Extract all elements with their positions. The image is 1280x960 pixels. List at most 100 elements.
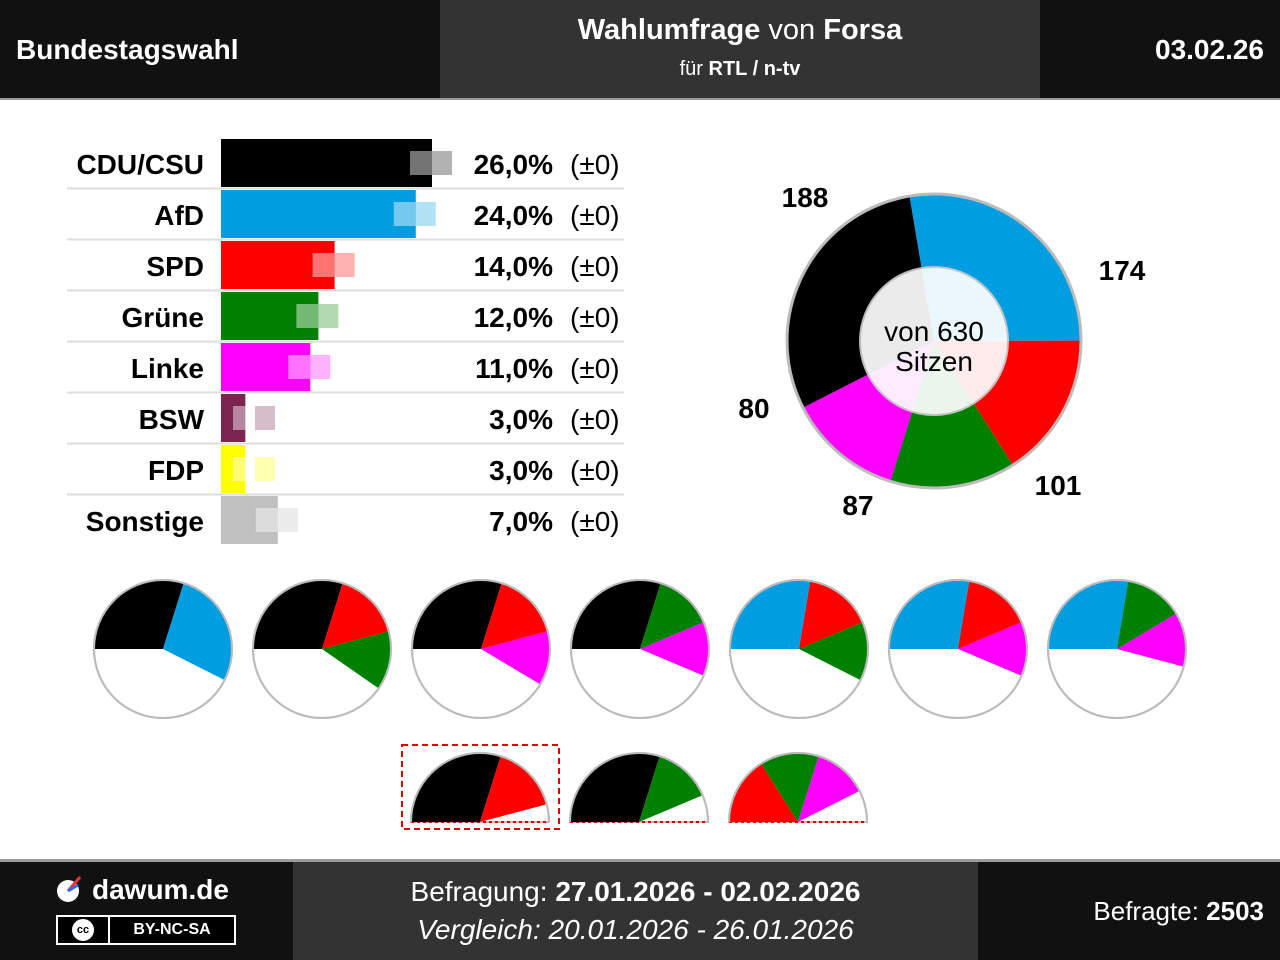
header-right-panel [1040, 0, 1280, 98]
party-label-afd: AfD [154, 200, 204, 231]
bar-cdu-csu [221, 139, 432, 187]
poll-word: Wahlumfrage [577, 14, 761, 46]
bar-spd [221, 241, 335, 289]
coalition-cdu-csu-spd-gr-ne-segment-gr-ne [322, 631, 392, 689]
coalition-cdu-csu-spd-gr-ne-segment-spd [322, 583, 389, 649]
party-label-gr-ne: Grüne [122, 302, 204, 333]
coalition-cdu-csu-spd-linke-segment-linke [481, 631, 550, 685]
coalition-afd-gr-ne-linke-segment-linke [1117, 613, 1186, 667]
coalition-spd-gr-ne-linke-segment-gr-ne [761, 753, 819, 822]
compare-label: Vergleich: [417, 914, 541, 945]
bar-fdp [221, 445, 246, 493]
previous-marker-linke [310, 355, 331, 379]
footer-right-panel [978, 862, 1280, 960]
poll-client: für RTL / n-tv [440, 58, 1040, 81]
license-badge[interactable]: cc BY-NC-SA [56, 915, 236, 945]
seat-label-spd: 101 [1035, 470, 1082, 501]
coalition-cdu-csu-afd-border [93, 579, 233, 719]
bar-linke [221, 343, 311, 391]
coalition-afd-spd-linke-border [888, 579, 1028, 719]
party-label-sonstige: Sonstige [86, 506, 204, 537]
previous-marker-fdp [255, 457, 275, 481]
coalition-cdu-csu-afd-segment-cdu-csu [93, 580, 184, 649]
previous-marker-spd [312, 253, 335, 277]
coalition-cdu-csu-spd-border [410, 752, 550, 823]
change-label-afd: (±0) [570, 200, 620, 231]
coalition-afd-spd-gr-ne-segment-gr-ne [799, 622, 868, 681]
change-label-bsw: (±0) [570, 404, 620, 435]
change-label-gr-ne: (±0) [570, 302, 620, 333]
header-left-panel [0, 0, 440, 98]
seat-label-cdu-csu: 188 [782, 182, 829, 213]
header-middle-panel [440, 0, 1040, 98]
coalition-spd-gr-ne-linke-border [728, 752, 868, 823]
cc-icon: cc [58, 917, 108, 943]
coalition-afd-gr-ne-linke-segment-gr-ne [1117, 580, 1177, 649]
license-text: BY-NC-SA [110, 917, 234, 943]
coalition-cdu-csu-gr-ne-linke-segment-linke [640, 622, 710, 676]
dawum-logo-icon [57, 876, 82, 902]
coalition-spd-gr-ne-linke-segment-spd [729, 763, 798, 822]
coalition-afd-gr-ne-linke-border [1047, 579, 1187, 719]
footer-middle-panel [293, 862, 978, 960]
coalition-cdu-csu-spd-segment-spd [480, 756, 547, 822]
coalition-cdu-csu-gr-ne-linke-segment-cdu-csu [571, 580, 661, 649]
previous-marker-cdu-csu [410, 151, 432, 175]
party-label-cdu-csu: CDU/CSU [76, 149, 204, 180]
bar-gr-ne [221, 292, 319, 340]
coalition-afd-spd-linke-segment-linke [958, 622, 1027, 676]
change-label-cdu-csu: (±0) [570, 149, 620, 180]
respondents-count: 2503 [1206, 896, 1264, 926]
party-label-linke: Linke [131, 353, 204, 384]
coalition-cdu-csu-spd-linke-segment-spd [481, 583, 548, 649]
previous-marker-afd [393, 202, 416, 226]
previous-marker-gr-ne [296, 304, 319, 328]
coalition-afd-spd-linke-segment-spd [958, 580, 1022, 649]
value-label-sonstige: 7,0% [489, 506, 553, 537]
compare-dates: 20.01.2026 - 26.01.2026 [548, 914, 854, 945]
coalition-cdu-csu-spd-segment-cdu-csu [411, 753, 501, 822]
survey-label: Befragung: [410, 876, 548, 907]
change-label-spd: (±0) [570, 251, 620, 282]
change-label-sonstige: (±0) [570, 506, 620, 537]
brand-link[interactable]: dawum.de [92, 874, 229, 905]
seat-chart-center [859, 266, 1009, 416]
header-divider [0, 98, 1280, 100]
coalition-afd-gr-ne-linke-segment-afd [1048, 579, 1129, 649]
previous-marker-afd [415, 202, 436, 226]
bar-afd [221, 190, 416, 238]
election-title: Bundestagswahl [16, 34, 239, 65]
value-label-linke: 11,0% [475, 353, 553, 384]
seat-center-label: Sitzen [895, 346, 973, 377]
value-label-fdp: 3,0% [489, 455, 553, 486]
bar-bsw [221, 394, 246, 442]
seat-label-gr-ne: 87 [842, 490, 873, 521]
coalition-cdu-csu-spd-gr-ne-border [252, 579, 392, 719]
survey-period: Befragung: 27.01.2026 - 02.02.2026 [293, 876, 978, 908]
previous-marker-linke [288, 355, 311, 379]
fuer-word: für [679, 58, 703, 80]
coalition-cdu-csu-spd-gr-ne-segment-cdu-csu [253, 580, 343, 649]
compare-period: Vergleich: 20.01.2026 - 26.01.2026 [293, 914, 978, 946]
coalition-cdu-csu-gr-ne-segment-cdu-csu [570, 753, 660, 822]
previous-marker-cdu-csu [432, 151, 452, 175]
previous-marker-sonstige [255, 508, 278, 532]
seat-center-label: von 630 [884, 316, 984, 347]
bar-sonstige [221, 496, 278, 544]
poll-title: Wahlumfrage von Forsa [440, 14, 1040, 47]
coalition-spd-gr-ne-linke-segment-linke [798, 756, 860, 822]
value-label-afd: 24,0% [474, 200, 553, 231]
previous-marker-bsw [255, 406, 275, 430]
institute-name: Forsa [823, 14, 903, 46]
coalition-afd-spd-gr-ne-segment-afd [730, 579, 811, 649]
value-label-spd: 14,0% [474, 251, 553, 282]
poll-date: 03.02.26 [1155, 34, 1264, 65]
coalition-afd-spd-linke-segment-afd [889, 579, 970, 649]
party-label-spd: SPD [146, 251, 204, 282]
coalition-cdu-csu-gr-ne-linke-border [570, 579, 710, 719]
value-label-bsw: 3,0% [489, 404, 553, 435]
previous-marker-sonstige [277, 508, 298, 532]
client-name: RTL / n-tv [708, 58, 801, 80]
respondents: Befragte: 2503 [1093, 896, 1264, 927]
coalition-cdu-csu-spd-linke-border [411, 579, 551, 719]
